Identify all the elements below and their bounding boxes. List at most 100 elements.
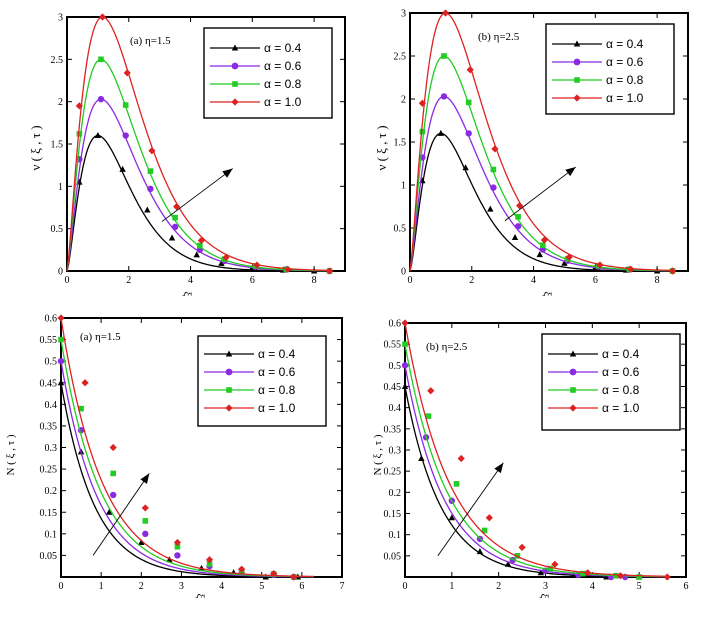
y-tick-label: 2 [401,95,406,106]
legend-marker [573,40,581,47]
y-tick-label: 0.35 [384,424,402,435]
x-axis-label: ξ [538,594,550,599]
legend-box [545,23,675,115]
data-point [636,574,642,580]
legend-label: α = 0.4 [602,347,640,361]
data-point [78,405,84,412]
x-tick-label: 4 [219,581,224,592]
legend-box [203,27,333,119]
legend-label: α = 0.8 [606,73,644,87]
data-point [58,336,64,343]
y-tick-label: 0.4 [389,403,402,414]
data-point [540,236,548,244]
legend-label: α = 0.4 [264,41,302,55]
y-tick-label: 1.5 [394,138,407,149]
y-tick-label: 0.6 [45,314,58,325]
data-point [547,565,553,572]
data-point [97,95,105,103]
y-tick-label: 3 [58,13,63,24]
data-point [122,102,129,108]
y-tick-label: 0 [401,267,406,278]
data-point [172,214,178,221]
data-point [490,166,497,173]
legend: α = 0.4 α = 0.6 α = 0.8 α = 1.0 [203,27,333,119]
legend-marker [573,94,581,102]
y-tick-label: 0.5 [51,224,64,235]
data-point [142,530,149,538]
y-tick-label: 0.6 [389,319,402,330]
legend-entry: α = 1.0 [210,95,302,109]
x-tick-label: 0 [408,275,413,286]
x-tick-label: 2 [496,581,501,592]
legend-marker [225,368,233,376]
x-tick-label: 2 [469,275,474,286]
data-point [109,443,117,452]
panel-label: (b) η=2.5 [478,31,520,43]
legend-label: α = 1.0 [606,91,644,105]
y-tick-label: 1.5 [51,140,64,151]
data-point [98,56,104,63]
x-tick-label: 7 [340,581,345,592]
data-point [441,53,447,59]
panel-bottom-left: 0 1 2 3 4 5 6 7 0.05 0.1 0.15 0.2 0.25 0.3 0.35 0.4 0.45… [5,314,345,599]
x-axis-label: ξ [181,292,193,297]
legend-label: α = 0.8 [264,77,302,91]
legend-label: α = 0.8 [258,383,296,397]
x-tick-label: 8 [655,275,660,286]
y-tick-label: 0.2 [389,488,402,499]
data-point [466,66,474,74]
data-point [197,236,205,245]
y-tick-label: 0.45 [384,382,402,393]
data-point [270,569,278,578]
data-point [584,569,592,577]
data-point [514,553,521,559]
data-point [668,267,677,275]
y-tick-label: 0.15 [384,509,402,520]
y-tick-label: 0.25 [40,465,58,476]
legend-marker [231,98,239,106]
data-point [511,233,519,240]
data-point [481,527,488,534]
trend-arrow-head [140,473,150,484]
legend-marker [226,387,232,393]
y-tick-label: 2 [58,97,63,108]
x-tick-label: 3 [179,581,184,592]
data-point [402,341,408,347]
y-tick-label: 0.2 [45,486,58,497]
data-point [147,168,154,174]
legend-label: α = 1.0 [264,95,302,109]
data-point [144,206,151,213]
data-point [401,319,409,327]
legend-box [541,333,681,431]
x-tick-label: 4 [531,275,536,286]
plot-area: 0 1 2 3 4 5 6 0.05 0.1 0.15 0.2 0.25 0.3 0.35 0.4 0.45 0… [384,319,689,593]
data-point [485,514,493,522]
data-point [105,508,113,515]
y-tick-label: 3 [401,9,406,20]
trend-arrow-line [504,166,576,222]
legend-marker [569,404,577,412]
data-point [171,223,179,231]
data-point [465,99,472,106]
data-point [98,13,107,21]
data-point [663,573,671,581]
y-tick-label: 0.15 [40,508,58,519]
data-point [75,102,83,110]
data-point [596,261,604,269]
data-point [238,565,246,573]
legend-marker [231,44,239,51]
data-point [551,560,559,568]
y-tick-label: 0 [58,267,63,278]
x-tick-label: 3 [543,581,548,592]
data-point [540,242,546,248]
legend-entry: α = 0.8 [548,383,640,397]
legend-entry: α = 0.6 [548,365,640,379]
data-point [122,132,129,139]
legend-entry: α = 0.4 [204,347,296,361]
legend-entry: α = 0.6 [204,365,296,379]
trend-arrow-line [92,473,150,556]
y-tick-label: 0.55 [40,335,58,346]
data-point [561,259,568,266]
trend-arrow-head [494,462,504,474]
legend-label: α = 0.6 [264,59,302,73]
